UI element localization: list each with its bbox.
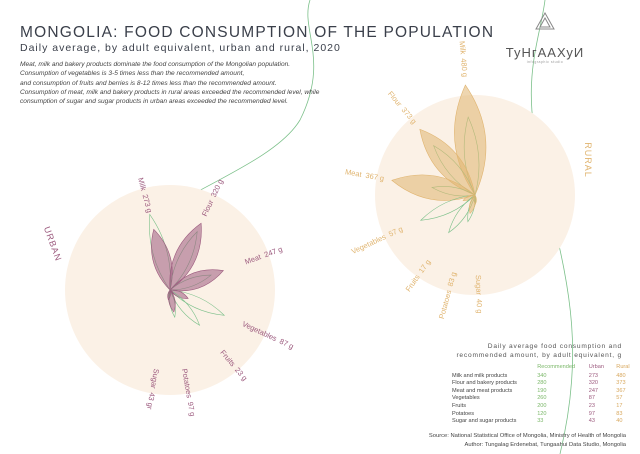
- table-cell: 373: [616, 380, 626, 387]
- value-label: 83 g: [446, 271, 458, 287]
- description-line: consumption of sugar and sugar products …: [20, 98, 288, 106]
- logo-triangle-icon: [535, 11, 555, 30]
- urban-petal-meat: [169, 269, 224, 292]
- description-line: Consumption of vegetables is 3-5 times l…: [20, 70, 245, 78]
- table-cell: Potatoes: [452, 410, 475, 417]
- table-cell: 273: [588, 372, 599, 379]
- table-cell: Sugar and sugar products: [452, 418, 517, 425]
- table-cell: 97: [588, 410, 595, 417]
- urban-label-sugar: Sugar 43 gr: [145, 368, 161, 411]
- table-cell: 260: [537, 395, 547, 402]
- table-row: Fruits 200 23 17: [452, 403, 640, 411]
- value-label: 320 g: [209, 178, 225, 199]
- table-cell: 340: [537, 372, 547, 379]
- page-subtitle: Daily average, by adult equivalent, urba…: [20, 42, 341, 54]
- col-header: [452, 364, 537, 373]
- description-line: Meat, milk and bakery products dominate …: [20, 61, 291, 68]
- recommended-petal-fruits: [169, 289, 201, 326]
- value-label: 247 g: [263, 244, 284, 259]
- source-text: Source: National Statistical Office of M…: [428, 433, 626, 439]
- table-cell: Meat and meat products: [452, 387, 513, 394]
- table-cell: 280: [537, 380, 547, 387]
- table-row: Sugar and sugar products 33 43 40: [452, 418, 640, 426]
- category-label: Sugar: [474, 275, 484, 296]
- table-cell: 200: [537, 402, 547, 409]
- table-heading-line: Daily average food consumption and: [487, 343, 622, 350]
- category-label: Milk: [136, 177, 148, 192]
- table-cell: Fruits: [452, 402, 466, 409]
- table-cell: 320: [588, 380, 599, 387]
- table-cell: Milk and milk products: [452, 372, 508, 379]
- table-cell: 480: [616, 372, 626, 379]
- urban-petal-sugar: [167, 289, 171, 301]
- table-row: Meat and meat products 190 247 367: [452, 388, 640, 396]
- table-cell: Flour and bakery products: [452, 380, 517, 387]
- urban-title: URBAN: [42, 225, 64, 263]
- logo: ТуНгААХуИ infographic studio: [505, 11, 585, 64]
- table-cell: 367: [616, 387, 626, 394]
- value-label: 367 g: [365, 171, 385, 183]
- urban-petal-flour: [169, 222, 202, 291]
- recommended-petal-vegetables: [169, 289, 226, 316]
- category-label: Vegetables: [350, 232, 388, 256]
- table-cell: 83: [616, 410, 623, 417]
- logo-tagline: infographic studio: [526, 60, 564, 64]
- col-header: Recommended: [537, 364, 576, 370]
- rural-title: RURAL: [583, 142, 593, 178]
- urban-petal-vegetables: [169, 289, 189, 299]
- table-cell: 87: [588, 395, 595, 402]
- category-label: Potatoes: [437, 289, 453, 320]
- table-row: Flour and bakery products 280 320 373: [452, 380, 640, 388]
- rural-label-sugar: Sugar 40 g: [474, 275, 484, 314]
- table-heading-line: recommended amount, by adult equivalent,…: [456, 352, 622, 359]
- rural-label-milk: Milk 480 g: [458, 41, 470, 78]
- table-cell: 23: [588, 402, 595, 409]
- table-row: Milk and milk products 340 273 480: [452, 373, 640, 381]
- table-row: Potatoes 120 97 83: [452, 411, 640, 419]
- table-cell: 120: [537, 410, 547, 417]
- rural-petal-meat: [391, 174, 476, 201]
- col-header: Urban: [588, 364, 604, 370]
- table-cell: 43: [588, 418, 595, 425]
- table-cell: 17: [616, 402, 623, 409]
- category-label: Sugar: [149, 368, 161, 390]
- author-text: Author: Tungalag Erdenebat, Tungaahui Da…: [464, 441, 626, 448]
- table-cell: 190: [537, 387, 547, 394]
- category-label: Meat: [344, 167, 363, 179]
- table-cell: 33: [537, 418, 544, 425]
- data-table: Recommended Urban Rural Milk and milk pr…: [452, 364, 640, 426]
- table-row: Vegetables 260 87 57: [452, 395, 640, 403]
- table-cell: 57: [616, 395, 623, 402]
- table-cell: Vegetables: [452, 395, 480, 402]
- value-label: 40 g: [475, 299, 485, 314]
- table-cell: 40: [616, 418, 623, 425]
- value-label: 23 g: [233, 365, 249, 382]
- recommended-petal-vegetables: [419, 194, 476, 221]
- page-title: MONGOLIA: FOOD CONSUMPTION OF THE POPULA…: [20, 24, 495, 41]
- value-label: 43 gr: [145, 392, 157, 411]
- rural-label-meat: Meat 367 g: [344, 167, 384, 183]
- value-label: 480 g: [459, 58, 470, 77]
- category-label: Milk: [458, 41, 468, 55]
- table-heading: Daily average food consumption and recom…: [420, 342, 622, 360]
- description: Meat, milk and bakery products dominate …: [20, 60, 319, 106]
- rural-petal-sugar: [473, 194, 477, 205]
- footer: Source: National Statistical Office of M…: [429, 432, 626, 449]
- col-header: Rural: [616, 364, 630, 370]
- logo-name: ТуНгААХуИ: [505, 45, 585, 60]
- description-line: and consumption of fruits and berries is…: [20, 79, 277, 87]
- value-label: 87 g: [278, 337, 295, 351]
- value-label: 97 g: [186, 401, 197, 417]
- rural-label-flour: Flour373 g: [386, 89, 419, 125]
- rural-petal-vegetables: [462, 194, 476, 201]
- description-line: Consumption of meat, milk and bakery pro…: [20, 88, 320, 96]
- category-label: Flour: [386, 89, 404, 108]
- table-cell: 247: [588, 387, 599, 394]
